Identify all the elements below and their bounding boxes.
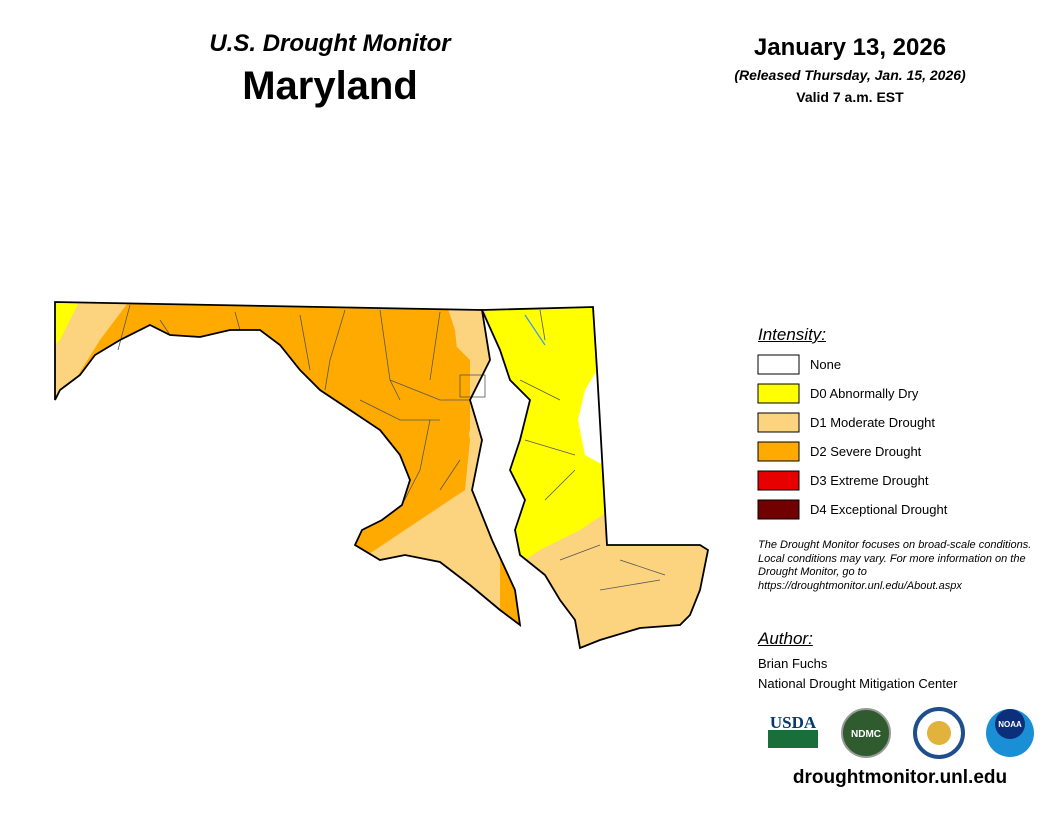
legend-swatch xyxy=(757,412,800,433)
legend-label: D1 Moderate Drought xyxy=(810,415,936,430)
legend-swatch xyxy=(757,470,800,491)
d1-area xyxy=(55,302,130,410)
noaa-inner xyxy=(995,709,1025,739)
legend-swatch xyxy=(757,354,800,375)
legend-label: D0 Abnormally Dry xyxy=(810,386,919,401)
author-name: Brian Fuchs xyxy=(758,656,828,671)
eastern-outline xyxy=(480,306,710,650)
ndmc-circle xyxy=(841,708,891,758)
d0-area xyxy=(55,302,80,360)
western-outline xyxy=(54,301,522,628)
ndmc-logo: NDMC xyxy=(851,729,881,740)
website: droughtmonitor.unl.edu xyxy=(792,767,1008,788)
usda-bar xyxy=(768,730,818,748)
author-title: Author: xyxy=(758,629,813,648)
state-name: Maryland xyxy=(242,64,418,108)
logos: USDA NDMC NOAA xyxy=(768,707,1034,759)
legend-label: D2 Severe Drought xyxy=(810,444,922,459)
noaa-logo: NOAA xyxy=(998,720,1022,729)
legend-swatch xyxy=(757,383,800,404)
disclaimer: The Drought Monitor focuses on broad-sca… xyxy=(758,539,1032,592)
legend xyxy=(757,354,800,520)
legend-label: None xyxy=(810,357,842,372)
usda-logo: USDA xyxy=(770,713,817,732)
valid-time: Valid 7 a.m. EST xyxy=(796,89,904,105)
author-org: National Drought Mitigation Center xyxy=(758,676,958,691)
doc-seal-center xyxy=(927,721,951,745)
map-title: U.S. Drought Monitor xyxy=(209,30,451,57)
river xyxy=(524,314,546,346)
legend-swatch xyxy=(757,441,800,462)
legend-title: Intensity: xyxy=(758,325,827,344)
legend-label: D4 Exceptional Drought xyxy=(810,502,948,517)
county-lines xyxy=(117,304,666,591)
legend-label: D3 Extreme Drought xyxy=(810,473,929,488)
map-date: January 13, 2026 xyxy=(753,34,947,61)
legend-swatch xyxy=(757,499,800,520)
release-date: (Released Thursday, Jan. 15, 2026) xyxy=(734,67,966,83)
